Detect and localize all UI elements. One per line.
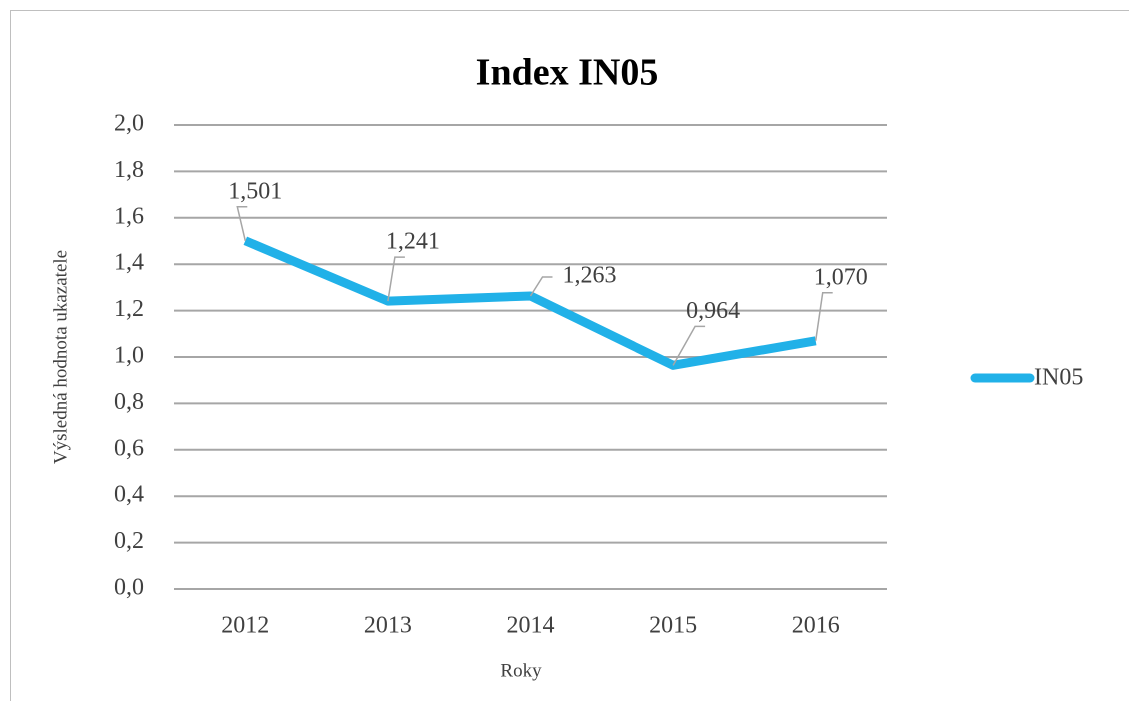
x-tick-label: 2012 xyxy=(221,613,269,639)
y-tick-label: 2,0 xyxy=(114,111,144,137)
data-label: 1,241 xyxy=(386,229,440,255)
leader-line xyxy=(236,206,248,241)
y-tick-label: 0,8 xyxy=(114,389,144,415)
x-tick-label: 2015 xyxy=(649,613,697,639)
frame xyxy=(10,10,1129,701)
y-tick-label: 1,4 xyxy=(114,250,144,276)
leader-line xyxy=(387,256,405,302)
leader-line xyxy=(672,325,706,366)
legend-label: IN05 xyxy=(1034,365,1083,391)
leader-line xyxy=(814,292,833,341)
y-tick-label: 1,0 xyxy=(114,343,144,369)
data-label: 0,964 xyxy=(686,298,740,324)
y-tick-label: 0,6 xyxy=(114,435,144,461)
chart-title: Index IN05 xyxy=(476,52,659,94)
x-axis-label: Roky xyxy=(500,660,542,681)
y-tick-label: 1,8 xyxy=(114,157,144,183)
data-label: 1,070 xyxy=(814,264,868,290)
y-axis-label: Výsledná hodnota ukazatele xyxy=(50,250,71,464)
y-tick-label: 0,2 xyxy=(114,528,144,554)
x-tick-label: 2013 xyxy=(364,613,412,639)
y-tick-label: 1,2 xyxy=(114,296,144,322)
y-tick-label: 0,0 xyxy=(114,575,144,601)
data-label: 1,501 xyxy=(228,178,282,204)
x-tick-label: 2014 xyxy=(507,613,555,639)
data-label: 1,263 xyxy=(563,262,617,288)
x-tick-label: 2016 xyxy=(792,613,840,639)
y-tick-label: 0,4 xyxy=(114,482,144,508)
leader-line xyxy=(529,276,553,297)
y-tick-label: 1,6 xyxy=(114,203,144,229)
